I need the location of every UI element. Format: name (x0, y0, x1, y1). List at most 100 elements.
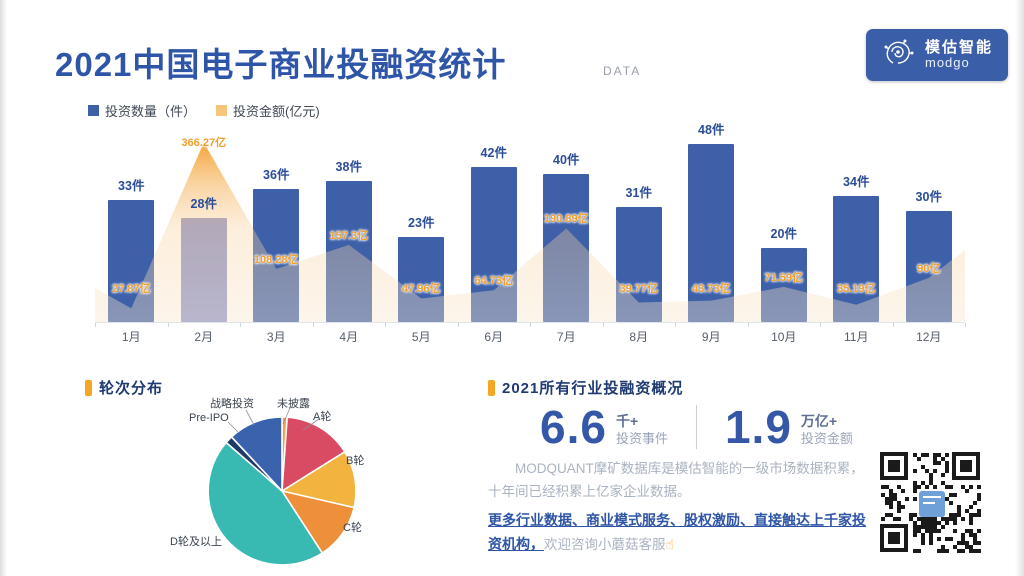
stat-investment-amount: 1.9 万亿+ 投资金额 (725, 400, 853, 454)
monthly-combo-chart: 33件 27.87亿 28件 366.27亿 36件 108.28亿 38件 157.3亿 23… (95, 120, 966, 327)
bar-column-3: 36件 108.28亿 (240, 120, 313, 322)
chart-legend: 投资数量（件） 投资金额(亿元) (88, 101, 320, 120)
amount-label: 108.28亿 (253, 253, 299, 266)
amount-label: 64.73亿 (474, 275, 514, 288)
bar-count-label: 36件 (263, 167, 290, 182)
pie-label-strategic: 战略投资 (210, 398, 254, 410)
amount-label: 71.59亿 (764, 271, 804, 284)
month-label-10月: 10月 (771, 330, 797, 344)
axis-tick (385, 323, 386, 327)
description-block: MODQUANT摩矿数据库是模估智能的一级市场数据积累，十年间已经积累上亿家企业… (488, 458, 876, 557)
bar-column-10: 20件 71.59亿 (748, 120, 821, 322)
bar-count-label: 34件 (843, 175, 870, 190)
pie-slice-D轮及以上[interactable] (207, 441, 324, 566)
axis-tick (312, 323, 314, 327)
pie-section-title: 轮次分布 (99, 380, 164, 397)
month-label-6月: 6月 (484, 330, 504, 344)
axis-tick (820, 323, 821, 327)
axis-tick (167, 323, 169, 327)
axis-tick (965, 323, 966, 327)
bar-count-label: 20件 (770, 227, 797, 241)
overview-section-title: 2021所有行业投融资概况 (502, 380, 684, 397)
count-bar-7月[interactable] (543, 174, 590, 322)
count-bar-2月[interactable] (180, 218, 227, 322)
stat-value: 1.9 (724, 401, 792, 453)
axis-tick (892, 323, 894, 327)
stat-unit: 万亿+ (800, 413, 838, 430)
round-distribution-pie (150, 392, 420, 576)
legend-item-amount: 投资金额(亿元) (216, 101, 320, 120)
amount-label: 43.73亿 (691, 283, 731, 295)
bar-column-6: 42件 64.73亿 (458, 120, 531, 322)
count-bar-6月[interactable] (470, 166, 517, 322)
axis-tick (457, 323, 459, 327)
bar-count-label: 48件 (698, 123, 725, 138)
brand-logo: 模估智能 modgo (866, 29, 1008, 81)
bar-count-label: 33件 (118, 178, 145, 193)
legend-label-amount: 投资金额(亿元) (233, 104, 320, 119)
pie-label-round-d-plus: D轮及以上 (170, 536, 222, 548)
axis-tick (240, 323, 241, 327)
orange-bar-icon (85, 379, 92, 396)
month-label-4月: 4月 (339, 330, 359, 344)
month-label-1月: 1月 (121, 330, 141, 344)
bar-count-label: 40件 (553, 153, 580, 167)
count-bar-10月[interactable] (760, 248, 807, 322)
bar-column-8: 31件 39.77亿 (603, 120, 676, 322)
stat-investment-events: 6.6 千+ 投资事件 (540, 400, 668, 454)
axis-tick (675, 323, 676, 327)
amount-label: 90亿 (917, 262, 941, 275)
legend-item-count: 投资数量（件） (88, 101, 196, 120)
legend-swatch-orange (216, 105, 228, 116)
amount-label: 35.19亿 (836, 283, 876, 295)
count-bar-8月[interactable] (615, 207, 662, 322)
month-label-5月: 5月 (411, 330, 431, 344)
logo-brand-en: modgo (924, 55, 970, 71)
bar-column-5: 23件 47.96亿 (385, 120, 458, 322)
legend-label-count: 投资数量（件） (105, 104, 197, 119)
bar-count-label: 23件 (408, 215, 435, 230)
stat-unit: 千+ (615, 413, 639, 430)
month-label-11月: 11月 (844, 330, 869, 344)
bar-column-2: 28件 366.27亿 (168, 120, 241, 322)
amount-label: 47.96亿 (401, 283, 441, 295)
pointing-hand-icon: ☝ (665, 536, 675, 553)
pie-label-round-c: C轮 (343, 522, 362, 534)
bar-count-label: 42件 (480, 145, 507, 160)
bar-column-12: 30件 90亿 (893, 120, 966, 322)
count-bar-11月[interactable] (833, 196, 880, 322)
bar-column-1: 33件 27.87亿 (95, 120, 168, 322)
count-bar-4月[interactable] (325, 181, 372, 322)
count-bar-1月[interactable] (108, 199, 155, 322)
page-edge-left (0, 0, 7, 576)
pie-label-pre-ipo: Pre-IPO (189, 412, 229, 424)
legend-swatch-blue (88, 105, 99, 116)
bar-column-9: 48件 43.73亿 (675, 120, 748, 322)
overview-stats: 6.6 千+ 投资事件 1.9 万亿+ 投资金额 (540, 400, 853, 454)
axis-tick (747, 323, 749, 327)
pie-slice-战略投资[interactable] (230, 416, 283, 494)
axis-tick (530, 323, 531, 327)
promo-text: 更多行业数据、商业模式服务、股权激励、直接触达上千家投资机构，欢迎咨询小蘑菇客服… (488, 509, 876, 556)
description-text: MODQUANT摩矿数据库是模估智能的一级市场数据积累，十年间已经积累上亿家企业… (488, 461, 864, 499)
amount-label: 190.89亿 (543, 213, 589, 226)
amount-label: 366.27亿 (181, 137, 227, 149)
axis-tick (602, 323, 604, 327)
orange-bar-icon (488, 379, 495, 396)
stat-label: 投资事件 (615, 430, 668, 446)
pie-section-header: 轮次分布 (85, 377, 163, 398)
bar-count-label: 38件 (335, 160, 362, 175)
pie-slice-B轮[interactable] (279, 450, 357, 509)
data-watermark: DATA (603, 64, 642, 78)
promo-link-text[interactable]: 更多行业数据、商业模式服务、股权激励、直接触达上千家投资机构， (488, 512, 866, 553)
month-label-7月: 7月 (556, 330, 576, 344)
page-edge-right (1015, 0, 1024, 576)
pie-label-round-b: B轮 (346, 455, 365, 467)
pie-label-round-a: A轮 (313, 411, 332, 423)
qr-code (880, 452, 982, 554)
stat-label: 投资金额 (800, 430, 853, 446)
amount-label: 157.3亿 (329, 229, 369, 242)
pie-label-undisclosed: 未披露 (277, 398, 310, 410)
amount-label: 27.87亿 (111, 283, 151, 295)
amount-label: 39.77亿 (619, 283, 659, 295)
